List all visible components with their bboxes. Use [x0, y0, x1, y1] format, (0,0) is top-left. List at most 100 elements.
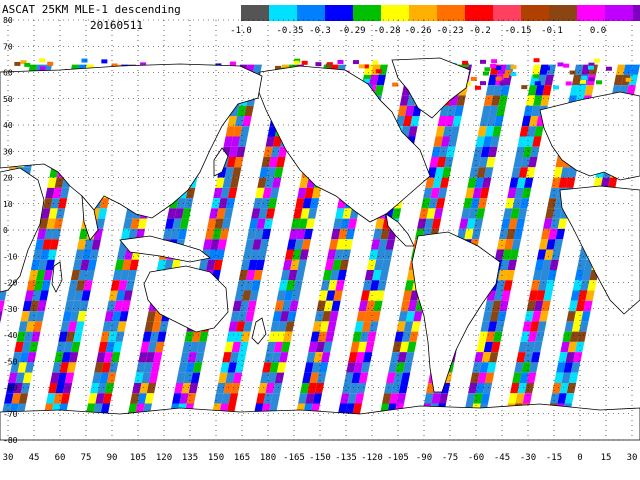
swath-cell: [301, 60, 308, 65]
swath-cell: [144, 321, 154, 332]
longitude-labels: 30 45 60 75 90 105 120 135 150 165 180 -165 -150 -135…: [3, 453, 638, 463]
swath-cell: [430, 187, 440, 199]
swath-cell: [325, 290, 336, 301]
swath-cell: [486, 157, 496, 168]
swath-cell: [99, 198, 110, 209]
swath-cell: [64, 372, 75, 383]
swath-cell: [25, 321, 36, 332]
swath-cell: [185, 187, 196, 199]
swath-cell: [307, 382, 317, 394]
swath-cell: [286, 239, 297, 250]
swath-cell: [567, 341, 578, 353]
swath-cell: [324, 259, 335, 270]
swath-cell: [527, 85, 538, 96]
swath-cell: [256, 218, 266, 229]
swath-cell: [20, 382, 31, 394]
swath-cell: [560, 167, 571, 178]
colorbar-swatch: [325, 5, 353, 21]
swath-cell: [223, 382, 233, 394]
swath-cell: [35, 311, 45, 322]
swath-cell: [59, 362, 69, 373]
swath-cell: [511, 167, 521, 178]
swath-cell: [553, 239, 563, 250]
swath-cell: [279, 311, 290, 322]
swath-cell: [501, 290, 511, 301]
swath-cell: [459, 218, 469, 229]
swath-cell: [480, 59, 487, 64]
swath-cell: [394, 331, 404, 342]
swath-cell: [164, 259, 174, 270]
swath-cell: [564, 393, 575, 404]
swath-cell: [566, 311, 576, 322]
swath-cell: [522, 146, 533, 158]
swath-cell: [574, 269, 585, 281]
swath-cell: [569, 331, 580, 342]
swath-cell: [59, 187, 70, 199]
latitude-label: -60: [3, 384, 18, 393]
swath-cell: [343, 239, 353, 250]
swath-cell: [300, 382, 310, 394]
swath-cell: [235, 321, 246, 332]
swath-cell: [531, 311, 542, 322]
swath-cell: [41, 208, 51, 219]
swath-cell: [258, 382, 268, 394]
swath-cell: [251, 208, 261, 219]
swath-cell: [222, 177, 233, 188]
swath-cell: [495, 321, 505, 332]
swath-cell: [18, 321, 28, 332]
swath-cell: [345, 228, 356, 240]
swath-cell: [374, 259, 384, 270]
latitude-label: 70: [3, 42, 13, 51]
swath-cell: [321, 311, 332, 322]
swath-cell: [304, 362, 314, 373]
swath-cell: [503, 208, 513, 219]
swath-cell: [115, 331, 125, 342]
swath-cell: [295, 269, 305, 281]
longitude-label: -165: [283, 453, 305, 463]
swath-cell: [456, 95, 466, 106]
swath-cell: [29, 341, 39, 353]
swath-cell: [278, 146, 288, 158]
swath-cell: [62, 382, 73, 394]
longitude-label: 60: [55, 453, 66, 463]
swath-cell: [339, 259, 349, 270]
swath-cell: [527, 331, 538, 342]
swath-cell: [15, 372, 25, 383]
swath-cell: [476, 167, 487, 178]
swath-cell: [281, 341, 291, 353]
swath-cell: [26, 280, 37, 291]
swath-cell: [444, 157, 454, 168]
swath-cell: [524, 136, 535, 147]
swath-cell: [287, 311, 297, 322]
swath-cell: [499, 81, 506, 86]
swath-cell: [21, 341, 32, 353]
swath-cell: [239, 300, 250, 312]
swath-cell: [372, 269, 382, 281]
swath-cell: [505, 269, 515, 281]
new-zealand: [251, 317, 267, 345]
swath-cell: [435, 126, 445, 137]
swath-cell: [282, 259, 293, 270]
swath-cell: [233, 331, 244, 342]
swath-cell: [569, 85, 580, 96]
longitude-label: 45: [29, 453, 40, 463]
swath-cell: [270, 146, 281, 158]
swath-cell: [198, 259, 209, 270]
swath-cell: [475, 382, 485, 394]
swath-cell: [494, 115, 504, 127]
swath-cell: [151, 321, 162, 332]
swath-cell: [571, 74, 582, 86]
swath-cell: [517, 382, 527, 394]
swath-cell: [478, 331, 488, 342]
swath-cell: [244, 280, 254, 291]
swath-cell: [481, 177, 492, 188]
swath-cell: [490, 136, 500, 147]
swath-cell: [214, 393, 224, 404]
swath-cell: [262, 362, 272, 373]
swath-cell: [561, 372, 571, 383]
swath-cell: [488, 352, 499, 363]
swath-cell: [576, 259, 587, 270]
swath-cell: [63, 341, 74, 353]
swath-cell: [613, 74, 624, 86]
swath-cell: [464, 81, 471, 86]
